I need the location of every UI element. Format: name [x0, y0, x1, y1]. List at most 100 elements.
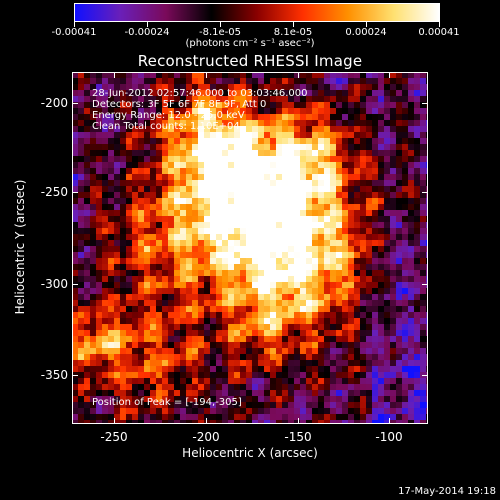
image-pixel: [354, 126, 361, 133]
image-pixel: [408, 354, 415, 361]
image-pixel: [426, 288, 428, 295]
image-pixel: [168, 372, 175, 379]
image-pixel: [174, 120, 181, 127]
image-pixel: [192, 168, 199, 175]
image-pixel: [90, 348, 97, 355]
image-pixel: [366, 360, 373, 367]
image-pixel: [408, 246, 415, 253]
image-pixel: [354, 354, 361, 361]
image-pixel: [222, 90, 229, 97]
image-pixel: [234, 102, 241, 109]
image-pixel: [282, 252, 289, 259]
image-pixel: [294, 108, 301, 115]
image-pixel: [336, 72, 343, 79]
image-pixel: [348, 234, 355, 241]
image-pixel: [246, 282, 253, 289]
image-pixel: [276, 192, 283, 199]
image-pixel: [108, 306, 115, 313]
image-pixel: [354, 258, 361, 265]
image-pixel: [150, 114, 157, 121]
image-pixel: [138, 270, 145, 277]
image-pixel: [210, 180, 217, 187]
image-pixel: [276, 144, 283, 151]
image-pixel: [402, 96, 409, 103]
image-pixel: [420, 384, 427, 391]
image-pixel: [354, 372, 361, 379]
image-pixel: [336, 162, 343, 169]
image-pixel: [270, 228, 277, 235]
image-pixel: [114, 186, 121, 193]
image-pixel: [246, 84, 253, 91]
image-pixel: [126, 318, 133, 325]
image-pixel: [342, 96, 349, 103]
image-pixel: [276, 168, 283, 175]
image-pixel: [360, 288, 367, 295]
image-pixel: [234, 210, 241, 217]
image-pixel: [414, 132, 421, 139]
image-pixel: [102, 282, 109, 289]
image-pixel: [306, 372, 313, 379]
image-pixel: [318, 300, 325, 307]
image-pixel: [282, 390, 289, 397]
image-pixel: [300, 276, 307, 283]
image-pixel: [396, 252, 403, 259]
image-pixel: [174, 324, 181, 331]
image-pixel: [156, 294, 163, 301]
image-pixel: [276, 90, 283, 97]
image-pixel: [324, 96, 331, 103]
image-pixel: [162, 330, 169, 337]
image-pixel: [390, 366, 397, 373]
image-pixel: [156, 276, 163, 283]
image-pixel: [114, 420, 121, 424]
image-pixel: [84, 252, 91, 259]
image-pixel: [192, 180, 199, 187]
image-pixel: [318, 156, 325, 163]
image-pixel: [246, 162, 253, 169]
image-pixel: [162, 354, 169, 361]
image-pixel: [90, 180, 97, 187]
image-pixel: [312, 138, 319, 145]
image-pixel: [144, 78, 151, 85]
image-pixel: [426, 336, 428, 343]
image-pixel: [306, 168, 313, 175]
image-pixel: [102, 162, 109, 169]
image-pixel: [354, 240, 361, 247]
image-pixel: [144, 300, 151, 307]
image-pixel: [366, 204, 373, 211]
image-pixel: [282, 270, 289, 277]
image-pixel: [276, 324, 283, 331]
image-pixel: [234, 360, 241, 367]
image-pixel: [270, 330, 277, 337]
image-pixel: [204, 234, 211, 241]
image-pixel: [288, 144, 295, 151]
image-pixel: [114, 300, 121, 307]
image-pixel: [318, 330, 325, 337]
image-pixel: [102, 216, 109, 223]
image-pixel: [84, 114, 91, 121]
image-pixel: [174, 174, 181, 181]
image-pixel: [180, 330, 187, 337]
image-pixel: [360, 396, 367, 403]
image-pixel: [426, 96, 428, 103]
image-pixel: [90, 234, 97, 241]
image-pixel: [324, 396, 331, 403]
image-pixel: [198, 282, 205, 289]
image-pixel: [300, 258, 307, 265]
image-pixel: [342, 330, 349, 337]
image-pixel: [168, 294, 175, 301]
image-pixel: [126, 186, 133, 193]
image-pixel: [174, 114, 181, 121]
image-pixel: [276, 366, 283, 373]
image-pixel: [246, 390, 253, 397]
image-pixel: [300, 144, 307, 151]
image-pixel: [270, 108, 277, 115]
image-pixel: [384, 366, 391, 373]
image-pixel: [246, 252, 253, 259]
image-pixel: [336, 234, 343, 241]
image-pixel: [384, 378, 391, 385]
image-pixel: [228, 210, 235, 217]
image-pixel: [180, 258, 187, 265]
image-pixel: [354, 180, 361, 187]
image-pixel: [162, 348, 169, 355]
image-pixel: [306, 102, 313, 109]
